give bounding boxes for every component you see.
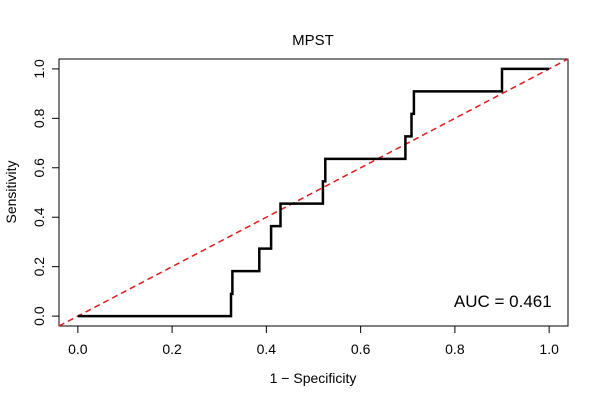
- reference-diagonal-line: [58, 58, 569, 327]
- y-axis: 0.0 0.2 0.4 0.6 0.8 1.0: [31, 59, 59, 326]
- plot-frame: [58, 58, 569, 327]
- y-axis-label: Sensitivity: [3, 160, 19, 223]
- y-tick-label: 0.4: [31, 207, 47, 227]
- x-tick-label: 0.8: [445, 341, 465, 357]
- x-axis: 0.0 0.2 0.4 0.6 0.8 1.0: [68, 325, 559, 357]
- series-layer: [58, 58, 569, 327]
- x-tick-label: 0.2: [162, 341, 182, 357]
- y-tick-label: 0.2: [31, 257, 47, 277]
- x-tick-label: 0.4: [257, 341, 277, 357]
- roc-curve: [77, 67, 550, 318]
- chart-title: MPST: [292, 32, 334, 49]
- x-tick-label: 0.0: [68, 341, 88, 357]
- y-tick-label: 1.0: [31, 59, 47, 79]
- x-axis-label: 1 − Specificity: [270, 370, 357, 386]
- x-tick-label: 0.6: [351, 341, 371, 357]
- y-tick-label: 0.8: [31, 108, 47, 128]
- y-tick-label: 0.0: [31, 306, 47, 326]
- auc-annotation: AUC = 0.461: [454, 292, 552, 311]
- y-tick-label: 0.6: [31, 158, 47, 178]
- x-tick-label: 1.0: [539, 341, 559, 357]
